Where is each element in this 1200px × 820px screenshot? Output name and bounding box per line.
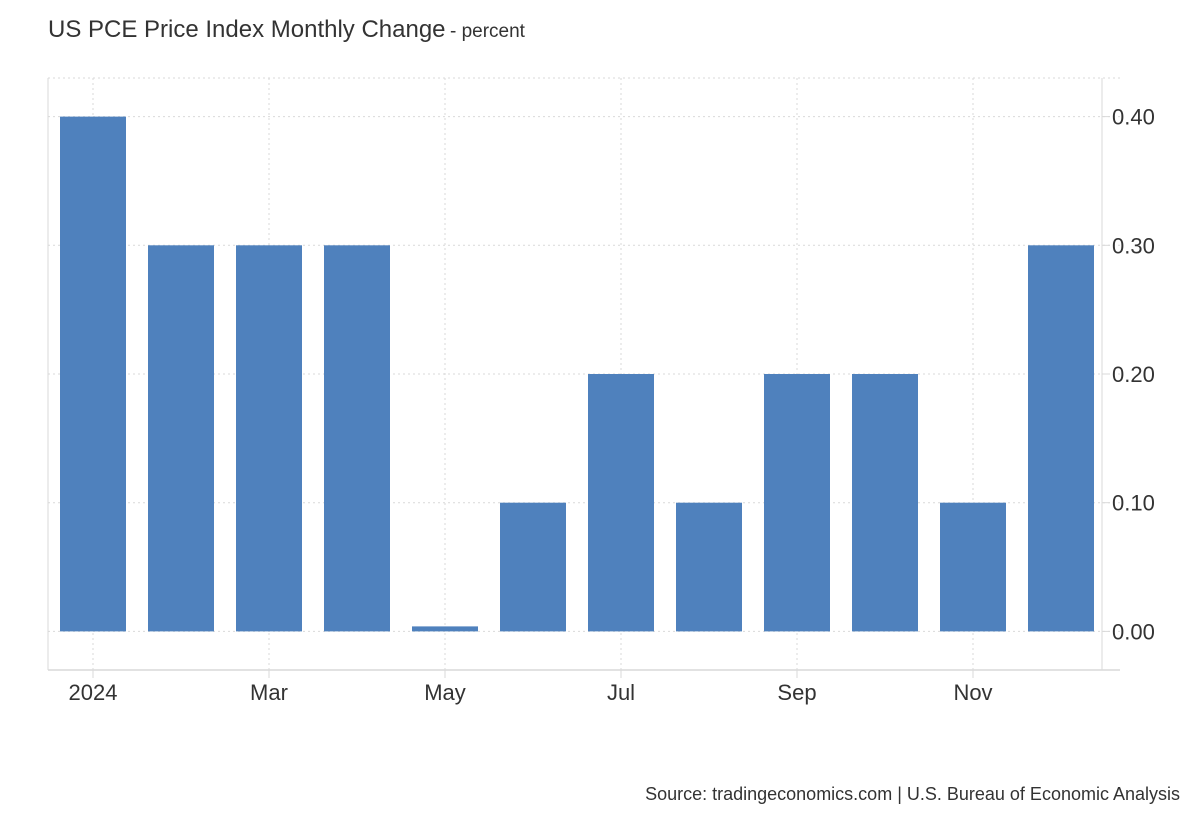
- x-tick-label: May: [424, 680, 466, 705]
- bar: [148, 245, 214, 632]
- chart-subtitle: - percent: [449, 21, 525, 42]
- bar: [236, 245, 302, 632]
- x-tick-label: Jul: [607, 680, 635, 705]
- bar: [60, 116, 126, 632]
- bar: [1028, 245, 1094, 632]
- y-tick-label: 0.10: [1112, 491, 1155, 516]
- x-tick-label: 2024: [69, 680, 118, 705]
- bar: [676, 502, 742, 632]
- y-tick-label: 0.30: [1112, 233, 1155, 258]
- x-tick-label: Nov: [953, 680, 992, 705]
- x-tick-label: Sep: [777, 680, 816, 705]
- bar: [764, 374, 830, 632]
- bar: [324, 245, 390, 632]
- y-tick-label: 0.20: [1112, 362, 1155, 387]
- chart-title: US PCE Price Index Monthly Change: [48, 16, 446, 43]
- source-note: Source: tradingeconomics.com | U.S. Bure…: [645, 784, 1180, 804]
- bar: [500, 502, 566, 632]
- bar: [412, 626, 478, 632]
- y-tick-label: 0.00: [1112, 619, 1155, 644]
- y-tick-label: 0.40: [1112, 105, 1155, 130]
- x-tick-label: Mar: [250, 680, 288, 705]
- chart-title-block: US PCE Price Index Monthly Change - perc…: [48, 16, 525, 44]
- bar: [940, 502, 1006, 632]
- bar: [852, 374, 918, 632]
- bar: [588, 374, 654, 632]
